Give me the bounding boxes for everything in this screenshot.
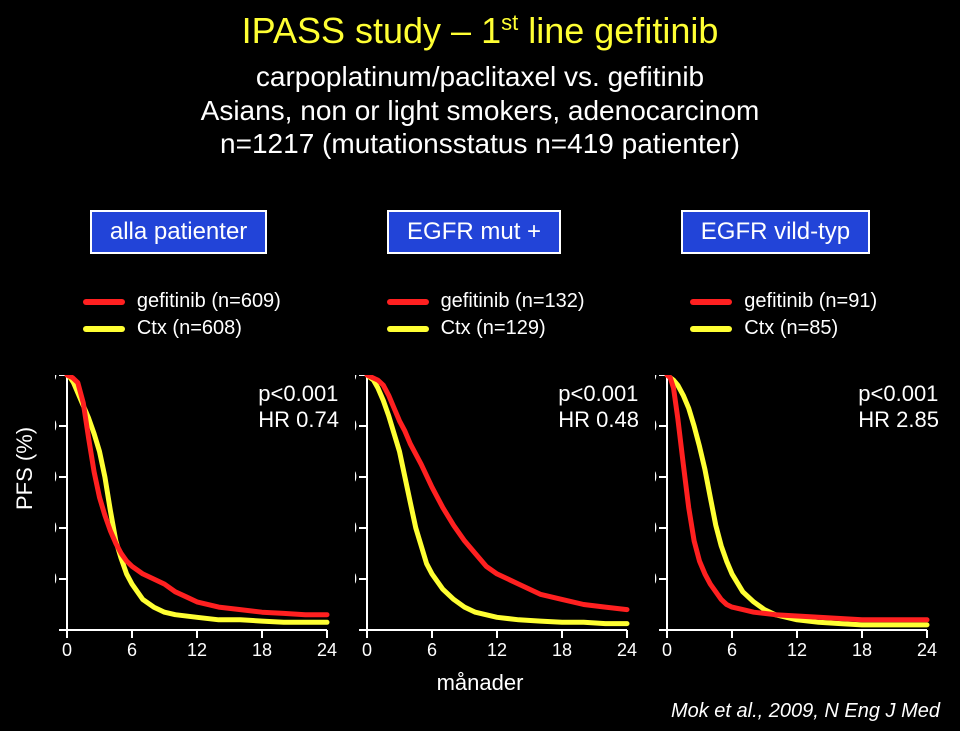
subtitle-line1: carpoplatinum/paclitaxel vs. gefitinib	[0, 60, 960, 94]
svg-text:40: 40	[655, 518, 657, 538]
svg-text:24: 24	[917, 640, 937, 660]
svg-text:18: 18	[252, 640, 272, 660]
x-axis-label: månader	[0, 670, 960, 696]
legend-2-gef: gefitinib (n=91)	[744, 290, 877, 313]
svg-text:80: 80	[655, 416, 657, 436]
survival-chart-2: p<0.001HR 2.852040608010006121824	[655, 375, 945, 670]
survival-chart-0: p<0.001HR 0.742040608010006121824	[55, 375, 345, 670]
svg-text:6: 6	[127, 640, 137, 660]
svg-text:20: 20	[55, 569, 57, 589]
svg-text:6: 6	[427, 640, 437, 660]
legend-0-ctx: Ctx (n=608)	[137, 317, 242, 340]
svg-text:24: 24	[317, 640, 337, 660]
page-title: IPASS study – 1st line gefitinib	[0, 10, 960, 52]
legend-row: gefitinib (n=609) Ctx (n=608) gefitinib …	[0, 290, 960, 344]
legend-2: gefitinib (n=91) Ctx (n=85)	[690, 290, 877, 344]
svg-text:20: 20	[655, 569, 657, 589]
svg-text:18: 18	[852, 640, 872, 660]
legend-2-ctx: Ctx (n=85)	[744, 317, 838, 340]
svg-text:80: 80	[55, 416, 57, 436]
title-sup: st	[501, 10, 518, 35]
legend-1: gefitinib (n=132) Ctx (n=129)	[387, 290, 585, 344]
svg-text:12: 12	[487, 640, 507, 660]
swatch-ctx-icon	[387, 326, 429, 332]
swatch-ctx-icon	[690, 326, 732, 332]
legend-1-ctx: Ctx (n=129)	[441, 317, 546, 340]
chart-svg: 20 40 60 80 100 0 6 12 18 24	[355, 375, 645, 670]
box-egfr-mut: EGFR mut +	[387, 210, 561, 254]
swatch-gefitinib-icon	[387, 299, 429, 305]
swatch-gefitinib-icon	[690, 299, 732, 305]
subtitle-line2: Asians, non or light smokers, adenocarci…	[0, 94, 960, 128]
swatch-ctx-icon	[83, 326, 125, 332]
subtitle: carpoplatinum/paclitaxel vs. gefitinib A…	[0, 60, 960, 161]
chart-svg: 20 40 60 80 100 0 6 12 18 24	[655, 375, 945, 670]
legend-1-gef: gefitinib (n=132)	[441, 290, 585, 313]
svg-text:60: 60	[55, 467, 57, 487]
svg-text:100: 100	[55, 375, 57, 385]
box-all-patients: alla patienter	[90, 210, 267, 254]
svg-text:12: 12	[787, 640, 807, 660]
svg-text:6: 6	[727, 640, 737, 660]
charts-row: p<0.001HR 0.742040608010006121824p<0.001…	[0, 375, 960, 670]
svg-text:100: 100	[355, 375, 357, 385]
subtitle-line3: n=1217 (mutationsstatus n=419 patienter)	[0, 127, 960, 161]
svg-text:80: 80	[355, 416, 357, 436]
legend-0-gef: gefitinib (n=609)	[137, 290, 281, 313]
svg-text:0: 0	[662, 640, 672, 660]
svg-text:40: 40	[55, 518, 57, 538]
svg-text:0: 0	[62, 640, 72, 660]
svg-text:12: 12	[187, 640, 207, 660]
svg-text:20: 20	[355, 569, 357, 589]
legend-0: gefitinib (n=609) Ctx (n=608)	[83, 290, 281, 344]
swatch-gefitinib-icon	[83, 299, 125, 305]
svg-text:24: 24	[617, 640, 637, 660]
chart-svg: 20 40 60 80 100 0 6 12 18 24	[55, 375, 345, 670]
svg-text:100: 100	[655, 375, 657, 385]
svg-text:60: 60	[655, 467, 657, 487]
svg-text:60: 60	[355, 467, 357, 487]
citation: Mok et al., 2009, N Eng J Med	[671, 700, 940, 723]
svg-text:40: 40	[355, 518, 357, 538]
title-pre: IPASS study – 1	[242, 10, 501, 51]
svg-text:18: 18	[552, 640, 572, 660]
title-post: line gefitinib	[518, 10, 718, 51]
group-boxes-row: alla patienter EGFR mut + EGFR vild-typ	[0, 210, 960, 254]
survival-chart-1: p<0.001HR 0.482040608010006121824	[355, 375, 645, 670]
box-egfr-wt: EGFR vild-typ	[681, 210, 870, 254]
svg-text:0: 0	[362, 640, 372, 660]
